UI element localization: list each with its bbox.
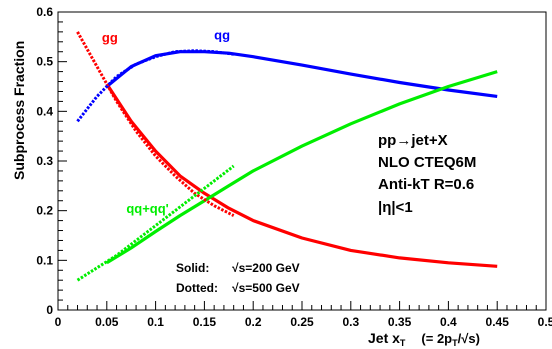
y-tick-labels: 0 0.1 0.2 0.3 0.4 0.5 0.6	[36, 5, 53, 317]
curve-label: gg	[102, 30, 118, 45]
x-tick-label: 0.35	[388, 315, 412, 329]
annotation-pdf: NLO CTEQ6M	[378, 154, 476, 171]
x-axis-title-main: Jet x	[368, 330, 400, 346]
x-tick-label: 0.25	[290, 315, 314, 329]
series-dotted-gg	[76, 31, 235, 217]
series-solid-qqqq	[105, 70, 498, 265]
x-axis-title: Jet xT (= 2pT/√s)	[368, 330, 480, 348]
legend-solid-label: Solid:	[176, 261, 209, 275]
x-tick-label: 0.3	[342, 315, 359, 329]
series-solid-qg	[105, 50, 498, 98]
series-dotted-qqqq	[76, 164, 235, 282]
x-tick-label: 0	[55, 315, 62, 329]
y-tick-label: 0.5	[36, 55, 53, 69]
x-tick-label: 0.2	[245, 315, 262, 329]
y-tick-label: 0	[46, 303, 53, 317]
annotation-process: pp→jet+X	[378, 132, 448, 149]
curve-label: qq+qq'	[126, 201, 168, 216]
x-tick-label: 0.5	[538, 315, 552, 329]
y-tick-label: 0.3	[36, 154, 53, 168]
legend-solid-value: √s=200 GeV	[232, 261, 300, 275]
legend-dotted-value: √s=500 GeV	[232, 281, 300, 295]
annotation-eta-cut: |η|<1	[378, 199, 413, 216]
curve-labels: gg qg qq+qq'	[102, 27, 230, 216]
series-dotted-qg	[76, 49, 234, 123]
x-tick-label: 0.15	[193, 315, 217, 329]
x-axis-title-formula-sub: T	[452, 338, 458, 348]
x-axis-title-formula: (= 2p	[421, 331, 452, 346]
annotation-algorithm: Anti-kT R=0.6	[378, 176, 474, 193]
series-solid-gg	[105, 83, 498, 268]
curve-label: qg	[214, 27, 230, 42]
x-axis-title-sub: T	[400, 338, 406, 348]
x-tick-label: 0.4	[440, 315, 457, 329]
x-axis-title-formula-end: /√s)	[458, 331, 480, 346]
legend-dotted-label: Dotted:	[176, 281, 218, 295]
axis-ticks	[57, 11, 547, 311]
series-lines	[76, 31, 498, 282]
y-tick-label: 0.1	[36, 253, 53, 267]
y-axis-title: Subprocess Fraction	[11, 41, 27, 180]
x-tick-label: 0.05	[95, 315, 119, 329]
x-tick-label: 0.1	[147, 315, 164, 329]
x-tick-label: 0.45	[486, 315, 510, 329]
y-tick-label: 0.6	[36, 5, 53, 19]
x-tick-labels: 0 0.05 0.1 0.15 0.2 0.25 0.3 0.35 0.4 0.45 0.5	[55, 315, 552, 329]
y-tick-label: 0.2	[36, 204, 53, 218]
y-tick-label: 0.4	[36, 104, 53, 118]
